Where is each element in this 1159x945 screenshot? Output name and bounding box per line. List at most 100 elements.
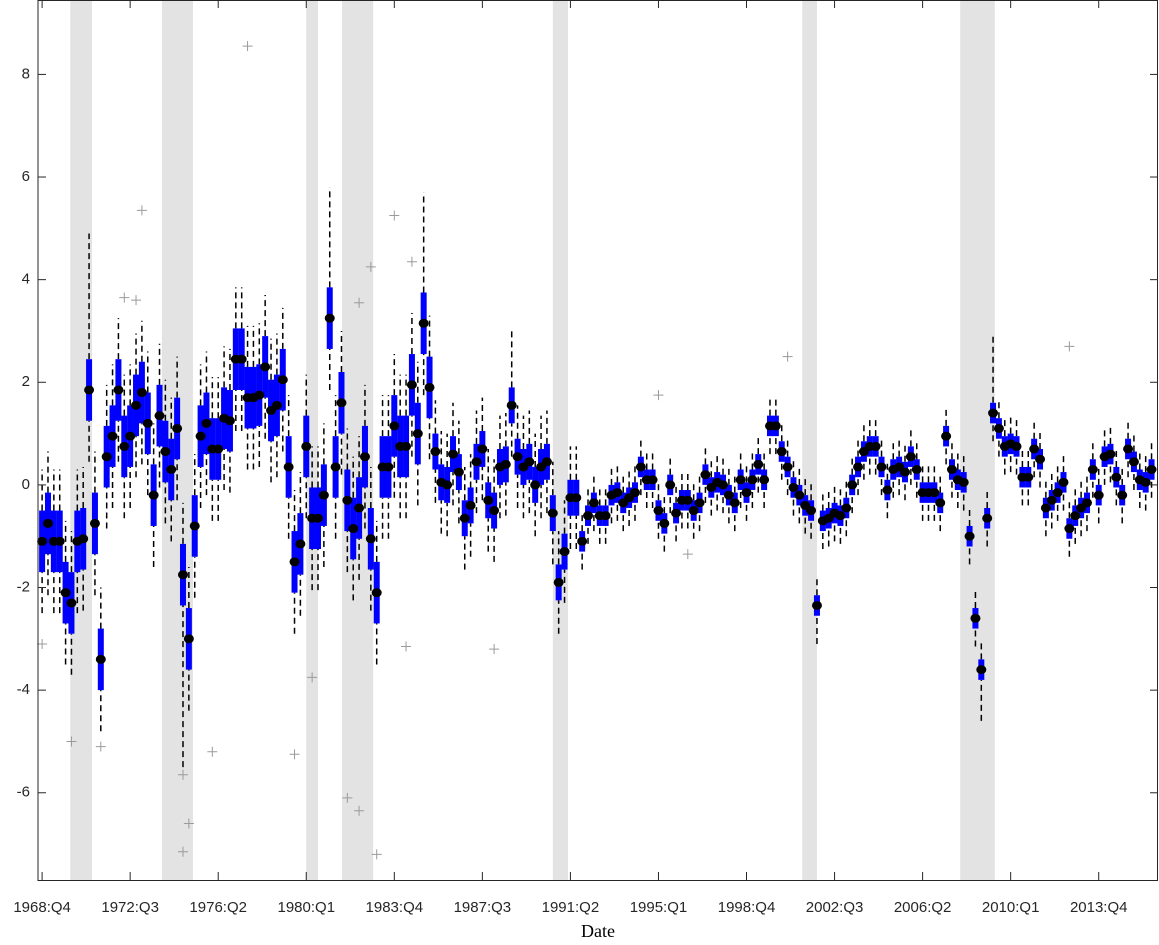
x-tick-label: 2006:Q2 [894,899,952,916]
median [336,398,347,408]
median [166,465,177,475]
outlier [365,261,376,272]
x-tick-label: 2010:Q1 [982,899,1040,916]
median [1011,441,1022,451]
median [401,441,412,451]
median [665,480,676,490]
median [201,418,212,428]
median [735,475,746,485]
median [489,506,500,516]
outlier [782,351,793,362]
median [682,495,693,505]
median [37,536,48,546]
median [988,408,999,418]
median [964,531,975,541]
median [1058,477,1069,487]
median [806,506,817,516]
x-tick-label: 1995:Q1 [630,899,688,916]
median [95,654,106,664]
median [1046,495,1057,505]
outlier [207,746,218,757]
outlier [342,792,353,803]
median [770,421,781,431]
x-tick-label: 1987:Q3 [454,899,512,916]
x-axis-label: Date [581,921,615,941]
median [1064,524,1075,534]
x-tick-label: 1983:Q4 [366,899,424,916]
median [430,447,441,457]
median [459,513,470,523]
median [559,547,570,557]
median [659,518,670,528]
outlier [242,41,253,52]
median [125,431,136,441]
x-tick-label: 2013:Q4 [1070,899,1128,916]
median [588,498,599,508]
median [718,480,729,490]
median [512,452,523,462]
median [54,536,65,546]
median [976,665,987,675]
x-tick-label: 1980:Q1 [277,899,335,916]
median [794,490,805,500]
recession-band [552,0,569,880]
median [958,477,969,487]
median [448,449,459,459]
median [66,598,77,608]
median [42,518,53,528]
median [835,511,846,521]
outlier [177,846,188,857]
median [946,465,957,475]
median [131,400,142,410]
median [483,495,494,505]
median [1146,465,1157,475]
median [600,511,611,521]
recession-band [306,0,318,880]
median [471,457,482,467]
median [1111,472,1122,482]
outlier [66,736,77,747]
median [688,506,699,516]
median [729,498,740,508]
median [406,380,417,390]
median [318,490,329,500]
median [694,498,705,508]
median [876,462,887,472]
median [900,467,911,477]
median [776,447,787,457]
median [172,423,183,433]
median [154,411,165,421]
median [1087,465,1098,475]
median [700,470,711,480]
median [941,431,952,441]
median [213,444,224,454]
median [348,524,359,534]
median [723,490,734,500]
y-tick-label: 6 [22,168,30,185]
median [553,577,564,587]
median [935,498,946,508]
x-tick-label: 1998:Q4 [718,899,776,916]
median [224,416,235,426]
y-tick-label: 8 [22,65,30,82]
median [289,557,300,567]
median [113,385,124,395]
median [635,462,646,472]
outlier [406,256,417,267]
median [324,313,335,323]
median [442,480,453,490]
outlier [177,769,188,780]
median [283,462,294,472]
median [841,503,852,513]
outlier [289,749,300,760]
median [189,521,200,531]
x-tick-label: 1991:Q2 [542,899,600,916]
median [1140,477,1151,487]
recession-band [342,0,374,880]
median [477,444,488,454]
median [1117,490,1128,500]
median [653,506,664,516]
median [236,354,247,364]
outlier [682,549,693,560]
